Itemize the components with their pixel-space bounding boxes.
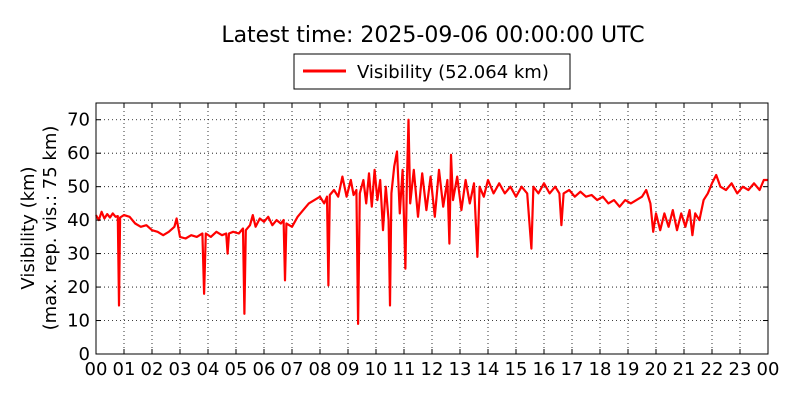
x-tick-label: 11 [393,359,416,380]
x-tick-label: 17 [561,359,584,380]
legend-label: Visibility (52.064 km) [357,62,549,83]
legend: Visibility (52.064 km) [293,53,571,90]
x-tick-label: 09 [337,359,360,380]
visibility-series-line [95,118,768,325]
x-tick-label: 12 [421,359,444,380]
y-axis-label-line2: (max. rep. vis.: 75 km) [40,126,61,331]
y-tick-label: 20 [67,277,90,298]
x-tick-label: 20 [645,359,668,380]
x-tick-label: 18 [589,359,612,380]
x-tick-label: 07 [281,359,304,380]
y-axis-ticks: 0 10 20 30 40 50 60 70 [67,110,768,365]
x-tick-label: 02 [141,359,164,380]
x-tick-label: 14 [477,359,500,380]
chart-title: Latest time: 2025-09-06 00:00:00 UTC [221,23,644,48]
x-tick-label: 05 [225,359,248,380]
x-axis-ticks: 00 01 02 03 04 05 06 07 08 09 10 11 12 13 14 15 16 17 18 19… [85,103,780,380]
series-group [95,118,768,325]
x-tick-label: 15 [505,359,528,380]
x-tick-label: 04 [197,359,220,380]
y-tick-label: 40 [67,210,90,231]
y-tick-label: 60 [67,143,90,164]
y-tick-label: 50 [67,177,90,198]
y-tick-label: 70 [67,110,90,131]
x-tick-label: 10 [365,359,388,380]
x-tick-label: 16 [533,359,556,380]
x-tick-label: 23 [729,359,752,380]
x-tick-label: 01 [113,359,136,380]
x-tick-label: 00 [757,359,780,380]
y-tick-label: 10 [67,311,90,332]
x-tick-label: 19 [617,359,640,380]
x-tick-label: 22 [701,359,724,380]
x-tick-label: 00 [85,359,108,380]
x-tick-label: 03 [169,359,192,380]
x-tick-label: 08 [309,359,332,380]
x-tick-label: 13 [449,359,472,380]
y-axis-label-line1: Visibility (km) [18,166,39,289]
x-tick-label: 21 [673,359,696,380]
y-tick-label: 30 [67,244,90,265]
x-tick-label: 06 [253,359,276,380]
y-tick-label: 0 [79,344,90,365]
